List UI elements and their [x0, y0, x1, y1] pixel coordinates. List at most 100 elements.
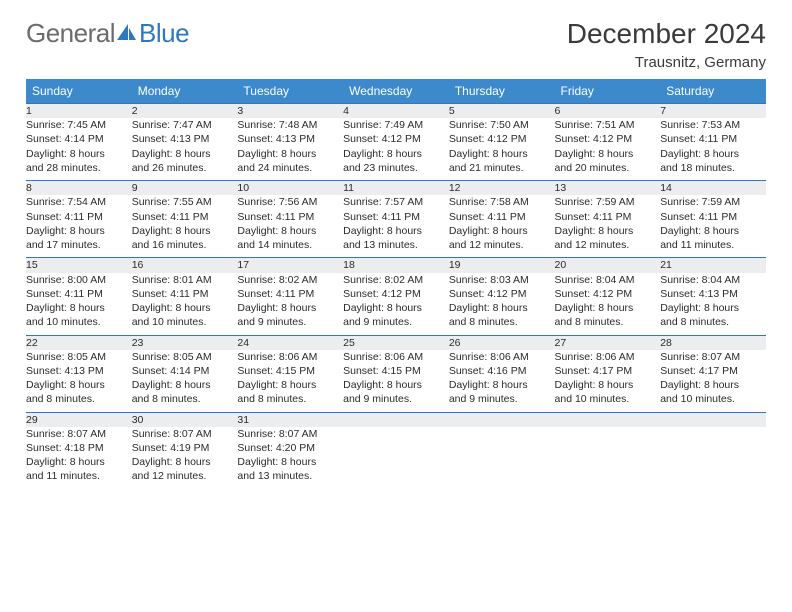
day-number: 22	[26, 335, 132, 350]
sunset-text: Sunset: 4:12 PM	[555, 132, 661, 146]
day-cell: Sunrise: 8:05 AMSunset: 4:13 PMDaylight:…	[26, 350, 132, 413]
sunrise-text: Sunrise: 7:54 AM	[26, 195, 132, 209]
day-number: 11	[343, 181, 449, 196]
day-number: 9	[132, 181, 238, 196]
day-number	[555, 412, 661, 427]
sunset-text: Sunset: 4:12 PM	[449, 287, 555, 301]
header: General Blue December 2024 Trausnitz, Ge…	[26, 18, 766, 71]
sunrise-text: Sunrise: 8:05 AM	[26, 350, 132, 364]
day-cell: Sunrise: 7:45 AMSunset: 4:14 PMDaylight:…	[26, 118, 132, 181]
day-cell: Sunrise: 8:04 AMSunset: 4:13 PMDaylight:…	[660, 273, 766, 336]
daylight-text: Daylight: 8 hours	[26, 378, 132, 392]
daylight-text: and 21 minutes.	[449, 161, 555, 175]
day-number-row: 15161718192021	[26, 258, 766, 273]
title-block: December 2024 Trausnitz, Germany	[567, 18, 766, 71]
daylight-text: and 8 minutes.	[237, 392, 343, 406]
daylight-text: Daylight: 8 hours	[343, 224, 449, 238]
daylight-text: and 20 minutes.	[555, 161, 661, 175]
sunrise-text: Sunrise: 8:06 AM	[555, 350, 661, 364]
daylight-text: Daylight: 8 hours	[237, 301, 343, 315]
daylight-text: and 11 minutes.	[660, 238, 766, 252]
day-cell: Sunrise: 7:57 AMSunset: 4:11 PMDaylight:…	[343, 195, 449, 258]
daylight-text: and 9 minutes.	[343, 392, 449, 406]
sunrise-text: Sunrise: 8:04 AM	[660, 273, 766, 287]
day-number: 28	[660, 335, 766, 350]
sunset-text: Sunset: 4:11 PM	[132, 287, 238, 301]
daylight-text: Daylight: 8 hours	[237, 224, 343, 238]
day-number-row: 891011121314	[26, 181, 766, 196]
day-number: 18	[343, 258, 449, 273]
day-number: 5	[449, 104, 555, 119]
daylight-text: Daylight: 8 hours	[132, 147, 238, 161]
day-number: 7	[660, 104, 766, 119]
daylight-text: and 26 minutes.	[132, 161, 238, 175]
day-number: 25	[343, 335, 449, 350]
day-number	[343, 412, 449, 427]
sunset-text: Sunset: 4:13 PM	[237, 132, 343, 146]
day-number	[449, 412, 555, 427]
daylight-text: Daylight: 8 hours	[660, 301, 766, 315]
daylight-text: Daylight: 8 hours	[449, 378, 555, 392]
daylight-text: Daylight: 8 hours	[343, 147, 449, 161]
sunrise-text: Sunrise: 8:02 AM	[237, 273, 343, 287]
daylight-text: Daylight: 8 hours	[449, 147, 555, 161]
daylight-text: and 10 minutes.	[555, 392, 661, 406]
day-number: 24	[237, 335, 343, 350]
daylight-text: and 9 minutes.	[449, 392, 555, 406]
daylight-text: and 10 minutes.	[26, 315, 132, 329]
day-number: 6	[555, 104, 661, 119]
day-cell: Sunrise: 8:07 AMSunset: 4:20 PMDaylight:…	[237, 427, 343, 489]
day-cell: Sunrise: 8:04 AMSunset: 4:12 PMDaylight:…	[555, 273, 661, 336]
day-cell: Sunrise: 7:58 AMSunset: 4:11 PMDaylight:…	[449, 195, 555, 258]
daylight-text: Daylight: 8 hours	[660, 378, 766, 392]
daylight-text: Daylight: 8 hours	[132, 301, 238, 315]
day-cell: Sunrise: 7:48 AMSunset: 4:13 PMDaylight:…	[237, 118, 343, 181]
day-cell: Sunrise: 7:55 AMSunset: 4:11 PMDaylight:…	[132, 195, 238, 258]
sunrise-text: Sunrise: 7:59 AM	[555, 195, 661, 209]
daylight-text: and 8 minutes.	[26, 392, 132, 406]
sunrise-text: Sunrise: 7:59 AM	[660, 195, 766, 209]
daylight-text: and 8 minutes.	[132, 392, 238, 406]
day-number: 26	[449, 335, 555, 350]
day-cell: Sunrise: 8:07 AMSunset: 4:18 PMDaylight:…	[26, 427, 132, 489]
daylight-text: and 13 minutes.	[237, 469, 343, 483]
sunset-text: Sunset: 4:18 PM	[26, 441, 132, 455]
sunset-text: Sunset: 4:15 PM	[237, 364, 343, 378]
daylight-text: and 8 minutes.	[449, 315, 555, 329]
sunrise-text: Sunrise: 8:00 AM	[26, 273, 132, 287]
sunrise-text: Sunrise: 8:07 AM	[237, 427, 343, 441]
weekday-header-row: Sunday Monday Tuesday Wednesday Thursday…	[26, 79, 766, 104]
day-cell: Sunrise: 7:59 AMSunset: 4:11 PMDaylight:…	[660, 195, 766, 258]
sunrise-text: Sunrise: 7:53 AM	[660, 118, 766, 132]
daylight-text: and 10 minutes.	[660, 392, 766, 406]
day-cell: Sunrise: 7:50 AMSunset: 4:12 PMDaylight:…	[449, 118, 555, 181]
daylight-text: and 17 minutes.	[26, 238, 132, 252]
sunset-text: Sunset: 4:11 PM	[132, 210, 238, 224]
sunrise-text: Sunrise: 7:57 AM	[343, 195, 449, 209]
day-cell: Sunrise: 8:06 AMSunset: 4:15 PMDaylight:…	[343, 350, 449, 413]
sunrise-text: Sunrise: 7:50 AM	[449, 118, 555, 132]
sunrise-text: Sunrise: 7:48 AM	[237, 118, 343, 132]
day-number: 15	[26, 258, 132, 273]
daylight-text: and 8 minutes.	[555, 315, 661, 329]
day-cell: Sunrise: 7:54 AMSunset: 4:11 PMDaylight:…	[26, 195, 132, 258]
sunset-text: Sunset: 4:20 PM	[237, 441, 343, 455]
sunset-text: Sunset: 4:17 PM	[660, 364, 766, 378]
sunset-text: Sunset: 4:13 PM	[660, 287, 766, 301]
daylight-text: Daylight: 8 hours	[555, 378, 661, 392]
sunset-text: Sunset: 4:12 PM	[343, 287, 449, 301]
sunset-text: Sunset: 4:12 PM	[449, 132, 555, 146]
weekday-header: Saturday	[660, 79, 766, 104]
calendar-table: Sunday Monday Tuesday Wednesday Thursday…	[26, 79, 766, 489]
day-number: 14	[660, 181, 766, 196]
daylight-text: Daylight: 8 hours	[26, 224, 132, 238]
daylight-text: Daylight: 8 hours	[449, 224, 555, 238]
sunset-text: Sunset: 4:16 PM	[449, 364, 555, 378]
day-cell: Sunrise: 8:07 AMSunset: 4:17 PMDaylight:…	[660, 350, 766, 413]
daylight-text: Daylight: 8 hours	[237, 147, 343, 161]
day-cell: Sunrise: 8:02 AMSunset: 4:12 PMDaylight:…	[343, 273, 449, 336]
daylight-text: and 10 minutes.	[132, 315, 238, 329]
weekday-header: Friday	[555, 79, 661, 104]
sunset-text: Sunset: 4:12 PM	[555, 287, 661, 301]
day-content-row: Sunrise: 8:00 AMSunset: 4:11 PMDaylight:…	[26, 273, 766, 336]
